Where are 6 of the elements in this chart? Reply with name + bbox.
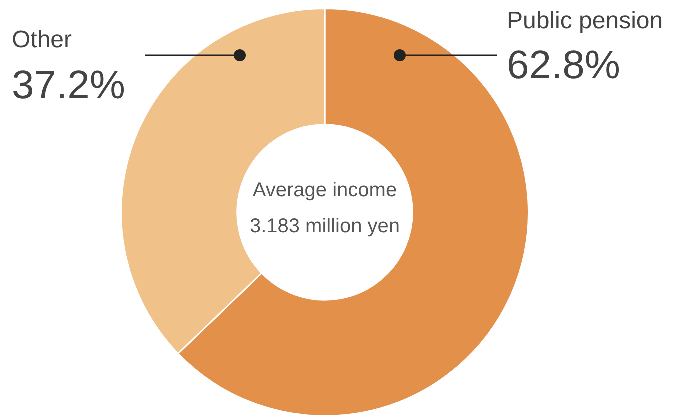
data-label: 62.8% [507,44,620,88]
data-label: 37.2% [12,64,126,108]
text: Average income [252,180,398,202]
slice-label: Other [12,26,72,54]
text: 3.183 million yen [250,216,400,238]
slice-label: Public pension [507,8,664,34]
